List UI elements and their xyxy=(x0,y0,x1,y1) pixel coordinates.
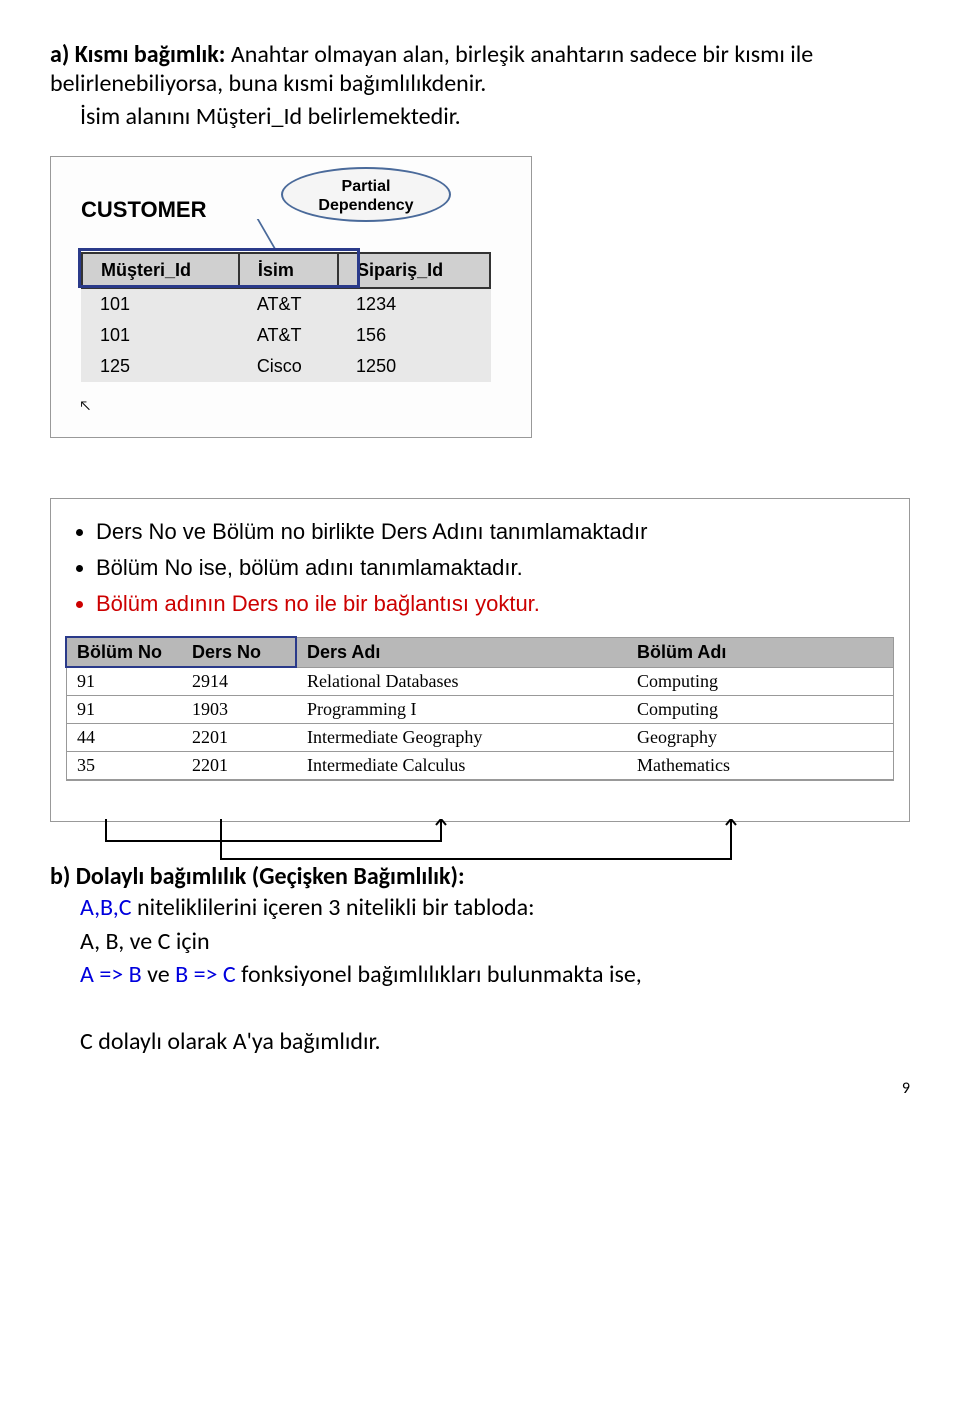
cell: 1250 xyxy=(338,351,490,382)
section-b: b) Dolaylı bağımlılık (Geçişken Bağımlıl… xyxy=(50,862,910,891)
section-b-label: b) Dolaylı bağımlılık (Geçişken Bağımlıl… xyxy=(50,862,465,891)
cell: 2201 xyxy=(182,752,297,780)
cell: 2201 xyxy=(182,724,297,752)
dependency-bracket-1 xyxy=(51,819,909,859)
cell: 91 xyxy=(67,696,182,724)
dep-bc: B => C xyxy=(175,960,241,989)
course-table-wrap: Bölüm No Ders No Ders Adı Bölüm Adı 91 2… xyxy=(66,637,894,781)
section-a: a) Kısmı bağımlık: Anahtar olmayan alan,… xyxy=(50,40,910,131)
cell: Programming I xyxy=(297,696,627,724)
cell: Mathematics xyxy=(627,752,893,780)
table-row: 125 Cisco 1250 xyxy=(82,351,490,382)
text: fonksiyonel bağımlılıkları bulunmakta is… xyxy=(241,960,642,989)
cell: 44 xyxy=(67,724,182,752)
col-bolum-no: Bölüm No xyxy=(67,638,182,668)
table-row: 91 1903 Programming I Computing xyxy=(67,696,893,724)
section-a-text2: İsim alanını Müşteri_Id belirlemektedir. xyxy=(50,102,910,131)
partial-dependency-oval: Partial Dependency xyxy=(281,167,451,222)
cell: 1903 xyxy=(182,696,297,724)
col-isim: İsim xyxy=(239,253,338,288)
col-musteri-id: Müşteri_Id xyxy=(82,253,239,288)
cell: 125 xyxy=(82,351,239,382)
cell: 91 xyxy=(67,668,182,696)
section-b-body: A,B,C niteliklilerini içeren 3 nitelikli… xyxy=(50,891,910,1059)
cell: Intermediate Geography xyxy=(297,724,627,752)
page-number: 9 xyxy=(50,1079,910,1098)
diagram-partial-dependency: CUSTOMER Partial Dependency Müşteri_Id İ… xyxy=(50,156,532,438)
cell: 35 xyxy=(67,752,182,780)
text: ve xyxy=(147,960,175,989)
customer-table: Müşteri_Id İsim Sipariş_Id 101 AT&T 1234… xyxy=(81,252,491,382)
course-table: Bölüm No Ders No Ders Adı Bölüm Adı 91 2… xyxy=(67,638,893,780)
table-header-row: Bölüm No Ders No Ders Adı Bölüm Adı xyxy=(67,638,893,668)
dep-ab: A => B xyxy=(80,960,147,989)
text: niteliklilerini içeren 3 nitelikli bir t… xyxy=(132,893,535,922)
cell: AT&T xyxy=(239,320,338,351)
cell: 1234 xyxy=(338,288,490,320)
oval-connector xyxy=(257,219,312,251)
bullet-item: Ders No ve Bölüm no birlikte Ders Adını … xyxy=(96,519,894,545)
partial-line1: Partial xyxy=(342,178,391,195)
partial-line2: Dependency xyxy=(318,197,413,214)
bullet-list: Ders No ve Bölüm no birlikte Ders Adını … xyxy=(66,519,894,617)
table-row: 35 2201 Intermediate Calculus Mathematic… xyxy=(67,752,893,780)
cell: Geography xyxy=(627,724,893,752)
customer-label: CUSTOMER xyxy=(81,197,207,223)
cell: Computing xyxy=(627,696,893,724)
abc-blue: A,B,C xyxy=(80,893,132,922)
table-row: 101 AT&T 1234 xyxy=(82,288,490,320)
table-header-row: Müşteri_Id İsim Sipariş_Id xyxy=(82,253,490,288)
section-a-label: a) Kısmı bağımlık: xyxy=(50,40,225,69)
bullet-item-red: Bölüm adının Ders no ile bir bağlantısı … xyxy=(96,591,894,617)
cell: 101 xyxy=(82,288,239,320)
cell: Relational Databases xyxy=(297,668,627,696)
col-bolum-adi: Bölüm Adı xyxy=(627,638,893,668)
table-row: 44 2201 Intermediate Geography Geography xyxy=(67,724,893,752)
cell: AT&T xyxy=(239,288,338,320)
text: C dolaylı olarak A'ya bağımlıdır. xyxy=(80,1027,381,1056)
cell: 156 xyxy=(338,320,490,351)
text: A, B, ve C için xyxy=(80,927,210,956)
diagram-course-dept: Ders No ve Bölüm no birlikte Ders Adını … xyxy=(50,498,910,822)
col-ders-adi: Ders Adı xyxy=(297,638,627,668)
table-row: 101 AT&T 156 xyxy=(82,320,490,351)
cell: 2914 xyxy=(182,668,297,696)
col-ders-no: Ders No xyxy=(182,638,297,668)
cell: Computing xyxy=(627,668,893,696)
cursor-icon: ↖ xyxy=(79,397,91,414)
bullet-item: Bölüm No ise, bölüm adını tanımlamaktadı… xyxy=(96,555,894,581)
cell: Intermediate Calculus xyxy=(297,752,627,780)
col-siparis-id: Sipariş_Id xyxy=(338,253,490,288)
cell: Cisco xyxy=(239,351,338,382)
cell: 101 xyxy=(82,320,239,351)
table-row: 91 2914 Relational Databases Computing xyxy=(67,668,893,696)
